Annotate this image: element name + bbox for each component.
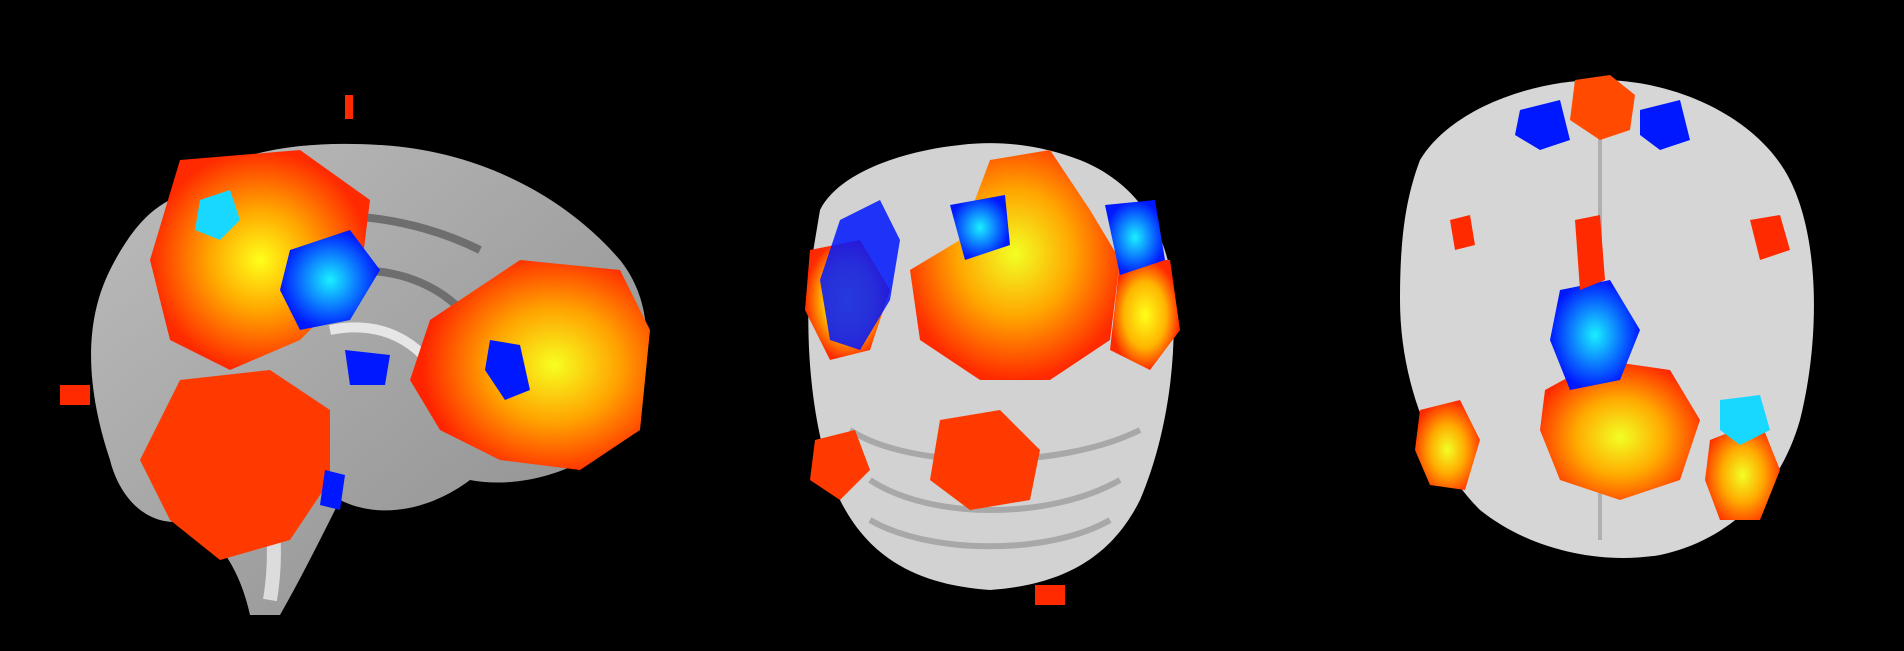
sagittal-activation-occipital (410, 260, 650, 470)
axial-activation-posterior (1540, 360, 1700, 500)
axial-activation-frontal (1570, 75, 1635, 140)
axial-activation-right (1705, 420, 1780, 520)
axial-deactivation-center (1550, 280, 1640, 390)
axial-deactivation-frontal-l (1515, 100, 1570, 150)
sagittal-slice (60, 95, 650, 615)
coronal-activation-inferior (930, 410, 1040, 510)
axial-panel (1360, 0, 1904, 651)
coronal-panel (760, 0, 1260, 651)
axial-slice (1400, 75, 1814, 558)
sagittal-activation-speck-2 (60, 385, 90, 405)
coronal-activation-left-inf (810, 430, 870, 500)
coronal-slice (805, 143, 1180, 605)
coronal-deactivation-left (820, 200, 900, 350)
coronal-deactivation-right (1105, 200, 1165, 275)
sagittal-panel (0, 0, 700, 651)
axial-activation-speck-2 (1750, 215, 1790, 260)
axial-activation-speck-3 (1575, 215, 1605, 290)
axial-deactivation-frontal-r (1640, 100, 1690, 150)
axial-deactivation-right (1720, 395, 1770, 445)
sagittal-deactivation-2 (195, 190, 240, 240)
coronal-activation-central (910, 150, 1120, 380)
axial-activation-speck-1 (1450, 215, 1475, 250)
sagittal-activation-temporal (140, 370, 330, 560)
coronal-deactivation-center (950, 195, 1010, 260)
sagittal-deactivation-3 (485, 340, 530, 400)
sagittal-deactivation-5 (320, 470, 345, 510)
axial-activation-left (1415, 400, 1480, 490)
sagittal-activation-speck (345, 95, 353, 119)
coronal-activation-right (1110, 260, 1180, 370)
sagittal-deactivation-1 (280, 230, 380, 330)
coronal-activation-speck (1035, 585, 1065, 605)
sagittal-deactivation-4 (345, 350, 390, 385)
